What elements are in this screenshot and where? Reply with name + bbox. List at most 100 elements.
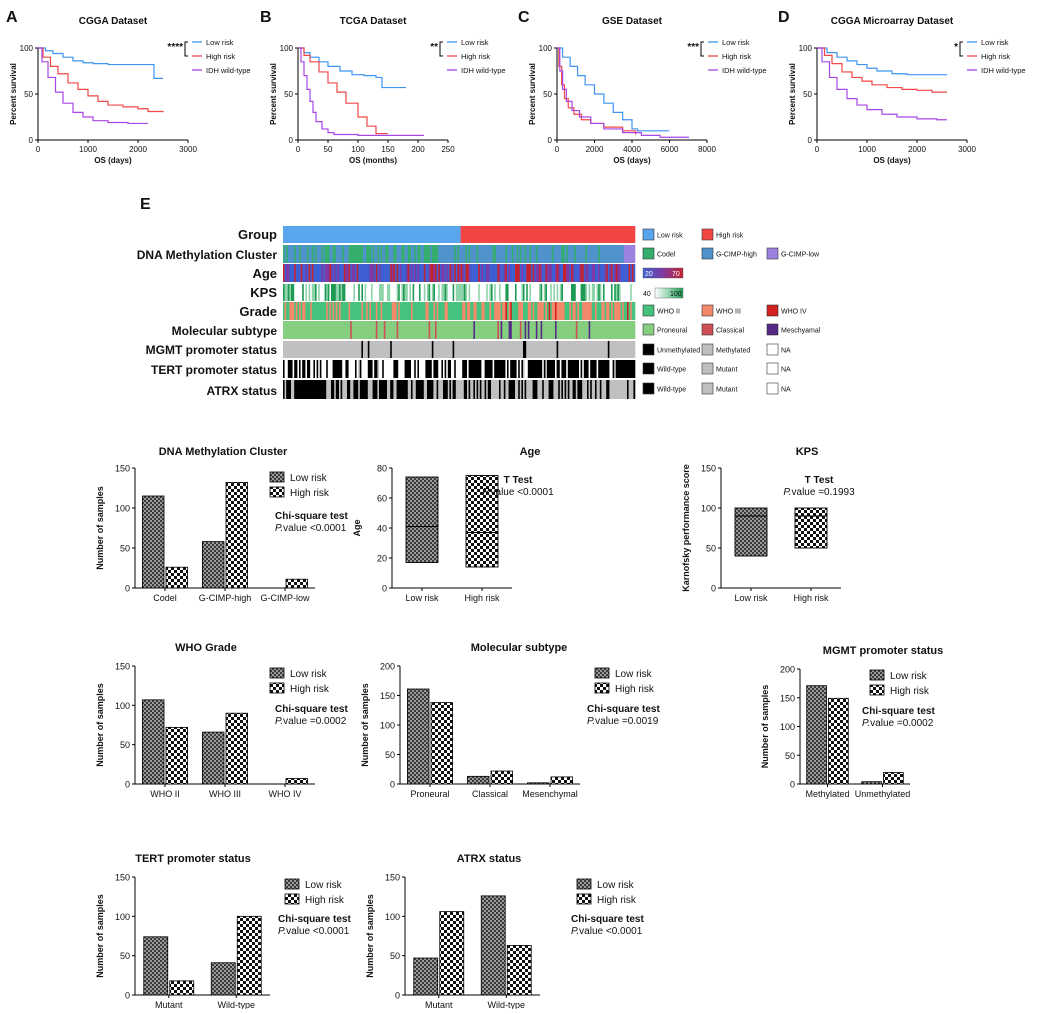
heatmap-cell: [398, 360, 405, 378]
heatmap-cell: [439, 284, 442, 301]
heatmap-cell: [428, 321, 431, 339]
legend-swatch: [642, 304, 655, 317]
heatmap-cell: [532, 302, 535, 320]
heatmap-cell: [382, 360, 385, 378]
heatmap-cell: [515, 284, 517, 301]
heatmap-cell: [481, 264, 484, 282]
heatmap-cell: [283, 380, 285, 399]
x-tick-label: 1000: [858, 145, 876, 154]
heatmap-cell: [575, 284, 581, 301]
heatmap-cell: [548, 380, 554, 399]
heatmap-cell: [623, 245, 636, 263]
heatmap-cell: [499, 284, 501, 301]
heatmap-row-label: TERT promoter status: [151, 363, 277, 377]
heatmap-cell: [337, 302, 340, 320]
heatmap-cell: [588, 264, 593, 282]
heatmap-cell: [571, 302, 573, 320]
heatmap-cell: [484, 380, 487, 399]
heatmap-cell: [292, 360, 295, 378]
chart-title: CGGA Microarray Dataset: [831, 16, 954, 27]
heatmap-cell: [404, 284, 409, 301]
y-tick-label: 0: [125, 780, 130, 790]
survival-line-high: [817, 47, 947, 93]
legend-swatch: [701, 247, 714, 260]
heatmap-cell: [612, 360, 615, 378]
heatmap-cell: [383, 360, 394, 378]
x-tick-label: WHO III: [209, 789, 241, 799]
heatmap-cell: [497, 264, 500, 282]
heatmap-cell: [435, 264, 437, 282]
survival-chart-B: TCGA Dataset 0 50 100 0 50 100 150 200 250 OS (mon…: [269, 16, 506, 165]
bar-low-risk: [806, 685, 827, 785]
x-tick-label: 8000: [698, 145, 716, 154]
heatmap-cell: [505, 284, 509, 301]
heatmap-cell: [452, 264, 455, 282]
heatmap-cell: [355, 264, 357, 282]
heatmap-cell: [555, 264, 557, 282]
heatmap-cell: [289, 284, 292, 301]
chart-title: WHO Grade: [175, 642, 237, 654]
heatmap-cell: [587, 380, 589, 399]
heatmap-cell: [475, 321, 498, 339]
heatmap-cell: [454, 264, 457, 282]
panel-letter: B: [260, 9, 272, 26]
heatmap-cell: [564, 245, 567, 263]
heatmap-cell: [407, 380, 412, 399]
y-tick-label: 200: [380, 662, 395, 672]
bar-low-risk: [141, 699, 165, 785]
legend-swatch: [701, 343, 714, 356]
heatmap-cell: [484, 302, 490, 320]
heatmap-cell: [545, 302, 548, 320]
heatmap-cell: [500, 284, 506, 301]
heatmap-cell: [611, 264, 613, 282]
heatmap-cell: [595, 302, 597, 320]
heatmap-cell: [311, 302, 327, 320]
heatmap-cell: [390, 380, 394, 399]
heatmap-cell: [425, 302, 429, 320]
heatmap-cell: [310, 302, 313, 320]
heatmap-cell: [348, 302, 351, 320]
heatmap-cell: [433, 380, 437, 399]
heatmap-cell: [401, 284, 404, 301]
legend-label: 40: [643, 291, 651, 298]
heatmap-cell: [435, 302, 437, 320]
heatmap-cell: [595, 264, 599, 282]
legend-label: High risk: [716, 233, 744, 240]
chart-title: DNA Methylation Cluster: [159, 446, 288, 458]
heatmap-cell: [495, 284, 500, 301]
legend-swatch: [642, 343, 655, 356]
heatmap-cell: [358, 380, 361, 399]
heatmap-cell: [393, 264, 396, 282]
heatmap-cell: [460, 264, 463, 282]
heatmap-cell: [438, 284, 441, 301]
heatmap-cell: [487, 284, 490, 301]
heatmap-cell: [451, 264, 453, 282]
y-tick-label: 50: [120, 740, 130, 750]
heatmap-cell: [326, 284, 329, 301]
heatmap-cell: [559, 380, 562, 399]
y-tick-label: 0: [390, 780, 395, 790]
heatmap-cell: [385, 321, 397, 339]
p-value-prefix: P.: [783, 487, 791, 498]
heatmap-cell: [599, 284, 602, 301]
heatmap-cell: [615, 360, 636, 378]
heatmap-cell: [284, 264, 287, 282]
heatmap-cell: [457, 264, 460, 282]
heatmap-cell: [462, 302, 466, 320]
box-chart-kps: KPS 0 50 100 150 Karnofsky performance score L…: [681, 446, 855, 603]
heatmap-cell: [435, 284, 439, 301]
heatmap-cell: [331, 302, 333, 320]
heatmap-cell: [332, 245, 337, 263]
heatmap-cell: [492, 245, 497, 263]
heatmap-cell: [556, 360, 561, 378]
legend-label: Wild-type: [657, 367, 686, 374]
heatmap-cell: [412, 264, 415, 282]
heatmap-cell: [311, 264, 314, 282]
heatmap-cell: [510, 360, 517, 378]
y-tick-label: 150: [380, 691, 395, 701]
heatmap-cell: [467, 380, 469, 399]
significance-bracket: [700, 41, 704, 57]
y-tick-label: 100: [20, 44, 34, 53]
heatmap-cell: [359, 380, 369, 399]
heatmap-cell: [335, 245, 343, 263]
